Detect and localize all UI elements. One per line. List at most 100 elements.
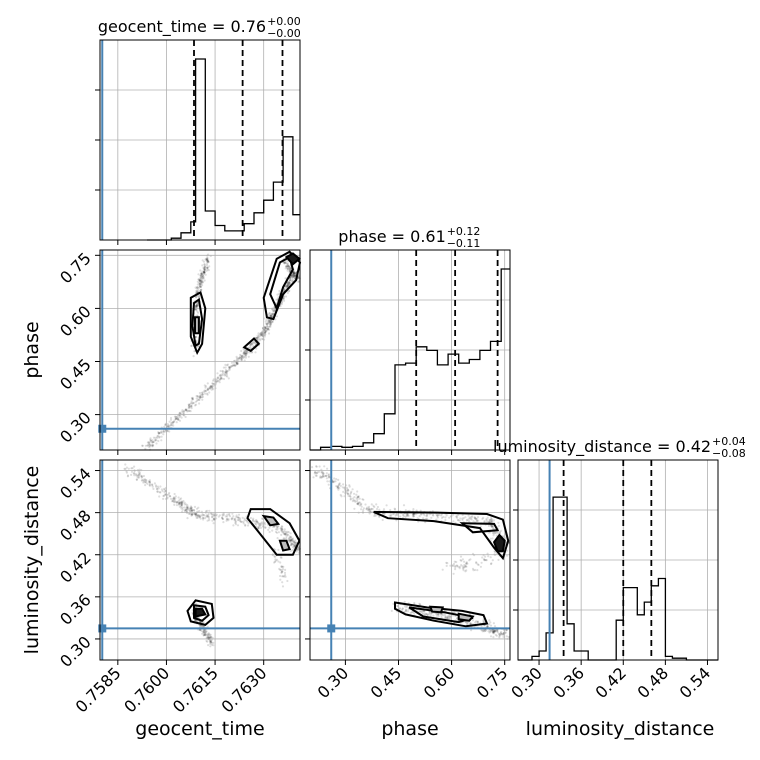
- scatter-point: [135, 474, 138, 477]
- scatter-point: [184, 408, 187, 412]
- scatter-point: [394, 514, 397, 517]
- scatter-point: [206, 262, 209, 265]
- scatter-point: [206, 519, 209, 522]
- scatter-point: [203, 268, 206, 271]
- scatter-point: [184, 409, 187, 412]
- scatter-point: [388, 514, 391, 517]
- scatter-point: [206, 515, 209, 518]
- scatter-point: [292, 540, 295, 543]
- scatter-point: [218, 378, 222, 381]
- scatter-point: [279, 578, 282, 581]
- scatter-point: [286, 285, 289, 288]
- scatter-point: [466, 518, 469, 521]
- scatter-point: [268, 319, 271, 322]
- scatter-point: [202, 277, 205, 280]
- scatter-point: [448, 516, 451, 519]
- scatter-point: [200, 280, 203, 283]
- scatter-point: [156, 485, 160, 488]
- scatter-point: [275, 558, 279, 562]
- scatter-point: [441, 568, 444, 571]
- scatter-point: [195, 399, 199, 402]
- scatter-point: [192, 355, 195, 358]
- scatter-point: [372, 504, 375, 507]
- scatter-point: [205, 269, 208, 272]
- scatter-point: [455, 560, 458, 564]
- scatter-point: [492, 527, 495, 530]
- scatter-point: [286, 265, 290, 268]
- scatter-point: [284, 277, 287, 280]
- scatter-point: [287, 290, 290, 293]
- scatter-point: [293, 541, 296, 544]
- scatter-point: [208, 387, 211, 390]
- scatter-point: [133, 472, 136, 475]
- scatter-point: [212, 644, 215, 647]
- scatter-point: [274, 530, 278, 534]
- scatter-point: [287, 265, 290, 268]
- scatter-point: [256, 337, 259, 340]
- scatter-point: [190, 405, 193, 408]
- scatter-point: [186, 410, 189, 413]
- scatter-point: [291, 543, 294, 546]
- scatter-point: [204, 266, 207, 269]
- scatter-point: [148, 479, 151, 482]
- scatter-point: [293, 270, 296, 273]
- scatter-point: [207, 260, 210, 263]
- scatter-point: [297, 547, 300, 550]
- scatter-point: [291, 546, 295, 549]
- scatter-point: [277, 531, 280, 534]
- scatter-point: [196, 286, 199, 289]
- scatter-point: [283, 575, 286, 578]
- title-luminosity_distance: luminosity_distance = 0.42 +0.04−0.08: [493, 435, 746, 460]
- scatter-point: [216, 379, 219, 382]
- scatter-point: [264, 327, 267, 330]
- scatter-point: [180, 507, 183, 510]
- scatter-point: [293, 272, 296, 275]
- scatter-point: [206, 388, 210, 391]
- scatter-point: [175, 501, 178, 504]
- scatter-point: [232, 515, 235, 518]
- scatter-point: [201, 393, 204, 396]
- scatter-point: [265, 328, 268, 331]
- scatter-point: [375, 507, 379, 511]
- scatter-point: [288, 266, 291, 269]
- scatter-point: [194, 286, 197, 289]
- scatter-point: [197, 514, 200, 517]
- scatter-point: [180, 500, 183, 503]
- scatter-point: [215, 380, 218, 384]
- scatter-point: [206, 266, 209, 269]
- scatter-point: [145, 479, 148, 482]
- scatter-point: [286, 267, 290, 270]
- scatter-point: [198, 279, 201, 282]
- scatter-point: [189, 403, 192, 406]
- y-tick-label: 0.36: [56, 590, 95, 629]
- scatter-point: [186, 507, 189, 510]
- scatter-point: [201, 284, 204, 287]
- scatter-point: [264, 526, 267, 529]
- scatter-point: [152, 436, 156, 439]
- scatter-point: [235, 514, 238, 517]
- scatter-point: [237, 357, 241, 360]
- scatter-point: [271, 312, 274, 315]
- scatter-point: [203, 265, 206, 268]
- scatter-point: [459, 555, 463, 558]
- scatter-point: [488, 619, 491, 622]
- scatter-point: [283, 537, 286, 540]
- scatter-point: [452, 610, 455, 614]
- scatter-point: [263, 325, 266, 328]
- scatter-point: [203, 267, 206, 270]
- scatter-point: [184, 508, 187, 511]
- scatter-point: [268, 320, 271, 324]
- scatter-point: [283, 532, 286, 535]
- scatter-point: [287, 537, 290, 540]
- scatter-point: [140, 479, 143, 482]
- scatter-point: [327, 483, 330, 486]
- scatter-point: [228, 366, 231, 369]
- scatter-point: [206, 509, 209, 512]
- scatter-point: [202, 271, 205, 274]
- scatter-point: [160, 431, 163, 434]
- scatter-point: [163, 425, 166, 428]
- scatter-point: [260, 333, 263, 336]
- scatter-point: [489, 635, 493, 638]
- scatter-point: [444, 516, 447, 519]
- scatter-point: [279, 305, 282, 308]
